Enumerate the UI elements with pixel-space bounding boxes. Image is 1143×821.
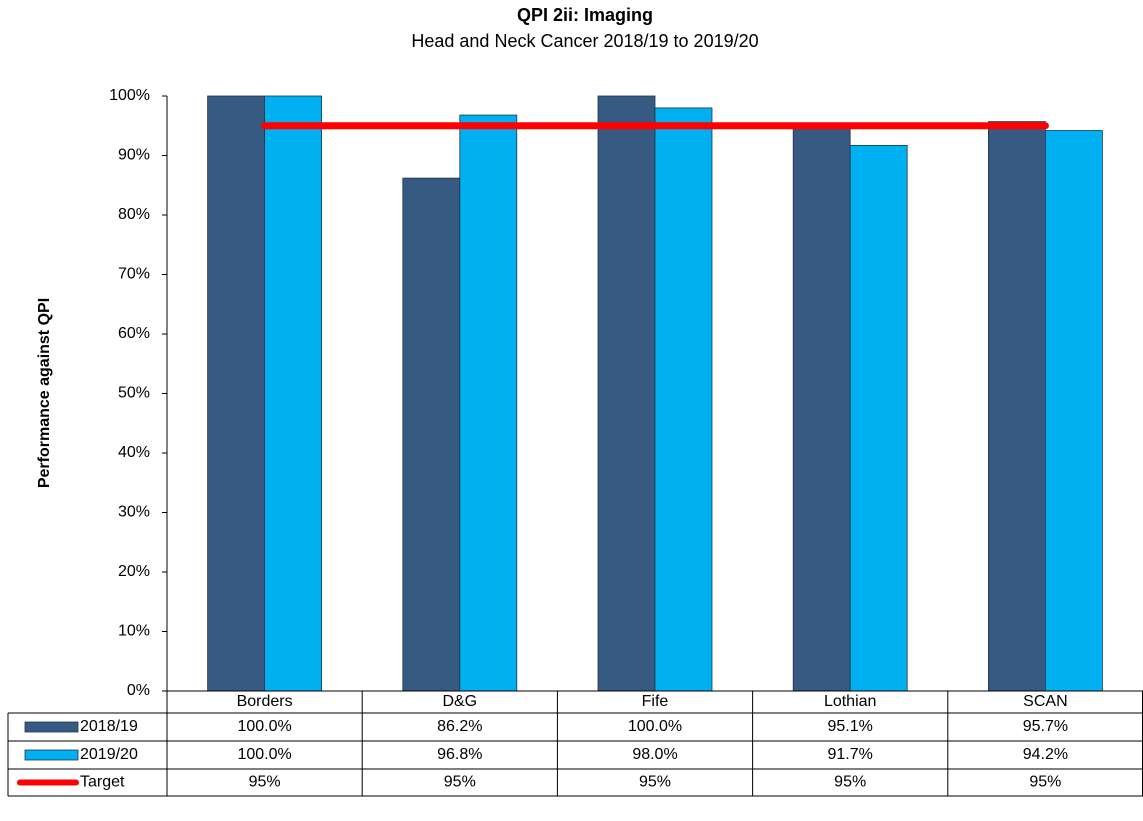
y-tick-label: 50% [118, 385, 150, 402]
x-tick-label: D&G [442, 693, 477, 710]
y-tick-label: 0% [127, 682, 150, 699]
legend-key [24, 721, 79, 733]
y-tick-label: 10% [118, 623, 150, 640]
legend-label: 2019/20 [80, 746, 138, 763]
y-tick-label: 80% [118, 206, 150, 223]
y-tick-label: 60% [118, 325, 150, 342]
y-tick-label: 70% [118, 266, 150, 283]
y-tick-label: 100% [109, 87, 150, 104]
table-value: 95.7% [1023, 718, 1068, 735]
table-value: 95% [639, 774, 671, 791]
bar [1045, 130, 1103, 692]
legend-label: Target [80, 774, 125, 791]
legend-label: 2018/19 [80, 718, 138, 735]
table-value: 86.2% [437, 718, 482, 735]
table-value: 95% [1029, 774, 1061, 791]
y-tick-label: 30% [118, 504, 150, 521]
bar [207, 95, 266, 692]
bar [264, 95, 323, 692]
table-value: 94.2% [1023, 746, 1068, 763]
bar [459, 114, 518, 692]
bar [654, 107, 713, 692]
table-value: 95% [834, 774, 866, 791]
table-value: 100.0% [628, 718, 682, 735]
y-tick-label: 40% [118, 444, 150, 461]
x-tick-label: Lothian [824, 693, 877, 710]
table-value: 95% [249, 774, 281, 791]
chart-subtitle: Head and Neck Cancer 2018/19 to 2019/20 [411, 31, 758, 51]
bar [597, 95, 656, 692]
legend-key [24, 749, 79, 761]
x-tick-label: Borders [237, 693, 293, 710]
y-tick-label: 90% [118, 147, 150, 164]
table-value: 91.7% [828, 746, 873, 763]
table-value: 95.1% [828, 718, 873, 735]
chart-title: QPI 2ii: Imaging [517, 5, 653, 25]
bar [988, 121, 1046, 692]
table-value: 100.0% [237, 718, 291, 735]
bar [849, 144, 908, 692]
table-value: 100.0% [237, 746, 291, 763]
x-tick-label: Fife [642, 693, 669, 710]
table-value: 98.0% [632, 746, 677, 763]
y-tick-label: 20% [118, 563, 150, 580]
bar [792, 124, 851, 692]
x-tick-label: SCAN [1023, 693, 1067, 710]
table-value: 96.8% [437, 746, 482, 763]
table-value: 95% [444, 774, 476, 791]
y-axis-label: Performance against QPI [36, 298, 53, 488]
bar [402, 177, 461, 692]
